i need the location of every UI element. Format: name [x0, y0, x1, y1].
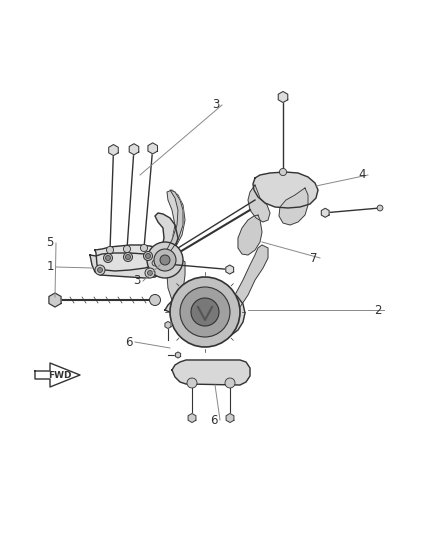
- Circle shape: [124, 253, 133, 262]
- Text: 5: 5: [46, 237, 54, 249]
- Text: 3: 3: [212, 99, 220, 111]
- Polygon shape: [49, 293, 61, 307]
- Polygon shape: [35, 363, 80, 387]
- Polygon shape: [238, 215, 262, 255]
- Circle shape: [95, 265, 105, 275]
- Circle shape: [225, 378, 235, 388]
- Polygon shape: [129, 144, 139, 155]
- Text: 6: 6: [210, 414, 218, 426]
- Text: 3: 3: [133, 274, 141, 287]
- Polygon shape: [95, 245, 163, 271]
- Circle shape: [160, 255, 170, 265]
- Polygon shape: [279, 188, 308, 225]
- Circle shape: [98, 268, 102, 272]
- Circle shape: [145, 254, 151, 259]
- Polygon shape: [90, 253, 165, 278]
- Polygon shape: [253, 172, 318, 208]
- Circle shape: [141, 245, 148, 252]
- Circle shape: [106, 246, 113, 254]
- Polygon shape: [226, 414, 234, 423]
- Polygon shape: [172, 360, 250, 385]
- Polygon shape: [175, 352, 180, 358]
- Polygon shape: [150, 213, 178, 262]
- Circle shape: [147, 242, 183, 278]
- Polygon shape: [278, 92, 288, 102]
- Polygon shape: [228, 245, 268, 318]
- Text: 1: 1: [46, 261, 54, 273]
- Polygon shape: [148, 190, 185, 272]
- Polygon shape: [148, 143, 158, 154]
- Text: 4: 4: [358, 168, 366, 182]
- Polygon shape: [167, 258, 185, 315]
- Polygon shape: [109, 144, 118, 156]
- Text: 7: 7: [310, 252, 318, 264]
- Text: 6: 6: [125, 335, 133, 349]
- Text: FWD: FWD: [48, 370, 72, 379]
- Polygon shape: [160, 190, 183, 260]
- Circle shape: [180, 287, 230, 337]
- Circle shape: [106, 255, 110, 261]
- Circle shape: [124, 245, 131, 253]
- Text: 2: 2: [374, 303, 382, 317]
- Circle shape: [191, 298, 219, 326]
- Circle shape: [377, 205, 383, 211]
- Polygon shape: [165, 321, 171, 328]
- Circle shape: [126, 254, 131, 260]
- Circle shape: [152, 260, 158, 266]
- Circle shape: [149, 295, 160, 305]
- Polygon shape: [165, 286, 245, 338]
- Polygon shape: [226, 265, 233, 274]
- Circle shape: [148, 271, 152, 276]
- Circle shape: [154, 249, 176, 271]
- Circle shape: [170, 277, 240, 347]
- Polygon shape: [321, 208, 329, 217]
- Polygon shape: [188, 414, 196, 423]
- Circle shape: [103, 254, 113, 262]
- Polygon shape: [248, 185, 270, 222]
- Circle shape: [279, 168, 286, 175]
- Circle shape: [144, 252, 152, 261]
- Circle shape: [145, 268, 155, 278]
- Circle shape: [187, 378, 197, 388]
